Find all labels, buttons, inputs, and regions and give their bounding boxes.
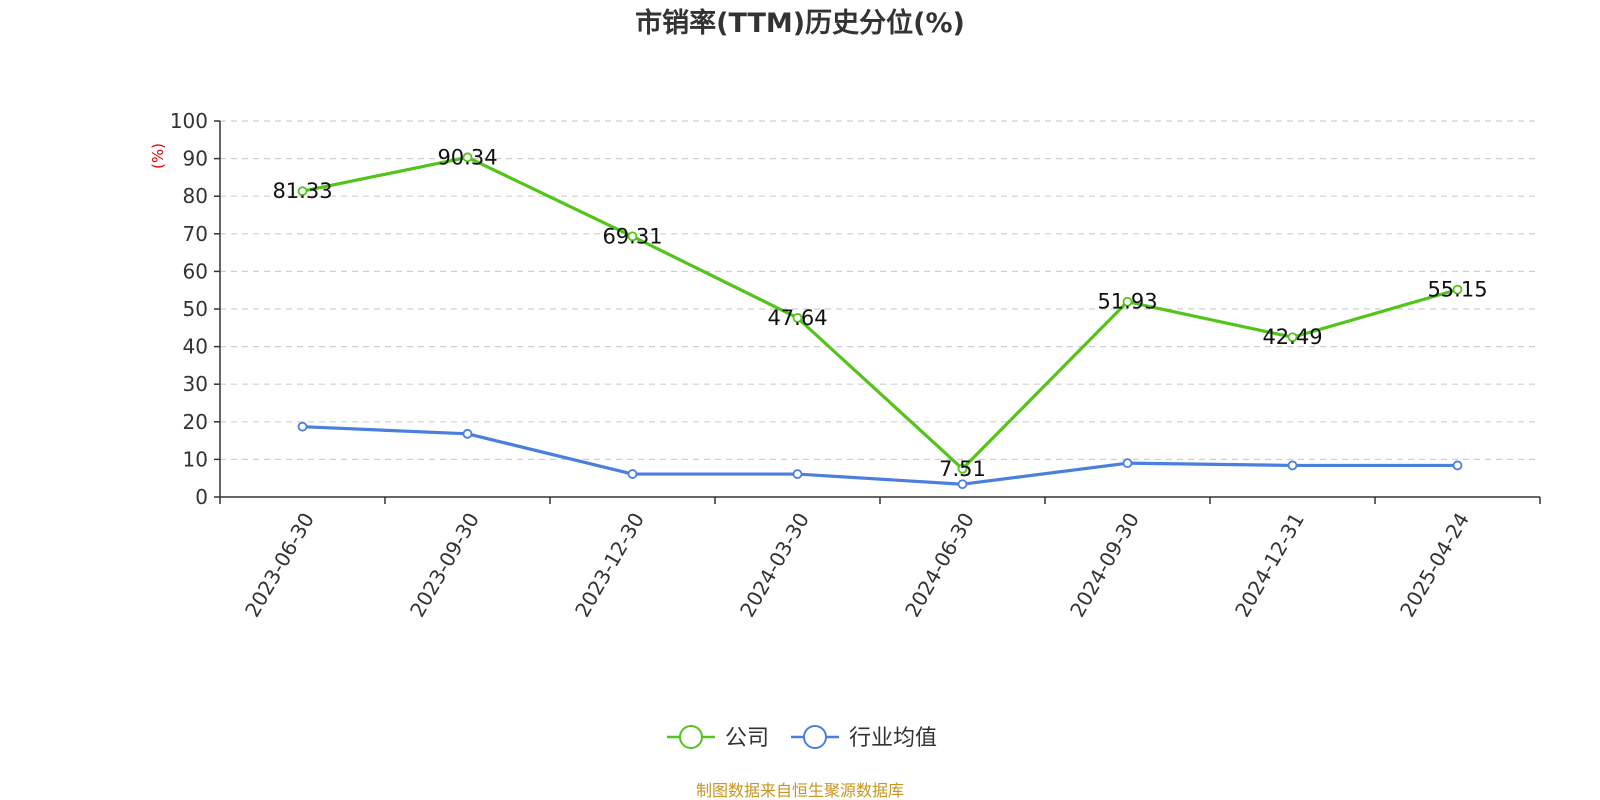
legend-label: 行业均值: [849, 726, 937, 751]
chart-title: 市销率(TTM)历史分位(%): [635, 7, 965, 39]
data-point: [1287, 460, 1298, 471]
data-label: 47.64: [767, 306, 827, 330]
data-label: 69.31: [602, 224, 662, 248]
data-point: [297, 186, 308, 197]
y-tick-label: 0: [195, 485, 208, 509]
data-point: [462, 152, 473, 163]
data-label: 90.34: [437, 145, 497, 169]
data-point: [792, 312, 803, 323]
data-point: [627, 231, 638, 242]
data-point: [1122, 458, 1133, 469]
data-point: [957, 479, 968, 490]
x-tick-label: 2023-12-30: [570, 509, 649, 622]
series-industry-avg: [297, 421, 1463, 490]
data-point: [1122, 296, 1133, 307]
data-label: 7.51: [939, 457, 986, 481]
y-tick-label: 60: [183, 259, 208, 283]
x-tick-label: 2024-03-30: [735, 509, 814, 622]
data-point: [1452, 460, 1463, 471]
data-label: 51.93: [1097, 290, 1157, 314]
x-tick-label: 2024-12-31: [1230, 509, 1309, 622]
legend-marker-icon: [803, 725, 827, 749]
y-axis-label: (%): [149, 143, 167, 169]
legend-item-company[interactable]: 公司: [667, 725, 769, 751]
y-tick-label: 50: [183, 297, 208, 321]
x-tick-label: 2025-04-24: [1395, 509, 1474, 622]
y-tick-label: 100: [170, 109, 208, 133]
series-line: [302, 155, 1458, 471]
legend[interactable]: 公司 行业均值: [667, 725, 937, 751]
legend-item-industry-avg[interactable]: 行业均值: [791, 725, 937, 751]
data-point: [792, 469, 803, 479]
series-company: [297, 152, 1463, 474]
data-point: [1452, 284, 1463, 295]
legend-label: 公司: [725, 726, 769, 751]
x-tick-label: 2024-09-30: [1065, 509, 1144, 622]
y-tick-label: 10: [183, 447, 208, 471]
legend-marker-icon: [679, 725, 703, 749]
grid-lines: [220, 120, 1540, 460]
data-point: [1287, 332, 1298, 343]
series-line: [302, 425, 1458, 486]
data-labels: 81.33 90.34 69.31 47.64 7.51 51.93 42.49 55.15: [272, 145, 1487, 480]
data-point: [462, 428, 473, 439]
data-point: [957, 463, 968, 474]
source-note: 制图数据来自恒生聚源数据库: [696, 781, 904, 800]
series-layer: [297, 152, 1463, 490]
y-tick-label: 40: [183, 335, 208, 359]
data-point: [297, 421, 308, 432]
y-tick-label: 90: [183, 147, 208, 171]
data-label: 81.33: [272, 179, 332, 203]
y-tick-label: 30: [183, 372, 208, 396]
data-label: 42.49: [1262, 325, 1322, 349]
x-tick-label: 2023-09-30: [405, 509, 484, 622]
axes: 0 10 20 30 40 50 60 70 80 90 100 2023-06-30 2023-09-…: [170, 109, 1541, 622]
y-tick-label: 20: [183, 410, 208, 434]
x-tick-label: 2023-06-30: [240, 509, 319, 622]
data-point: [627, 469, 638, 479]
y-tick-label: 80: [183, 184, 208, 208]
data-label: 55.15: [1427, 278, 1487, 302]
x-tick-label: 2024-06-30: [900, 509, 979, 622]
y-tick-label: 70: [183, 222, 208, 246]
